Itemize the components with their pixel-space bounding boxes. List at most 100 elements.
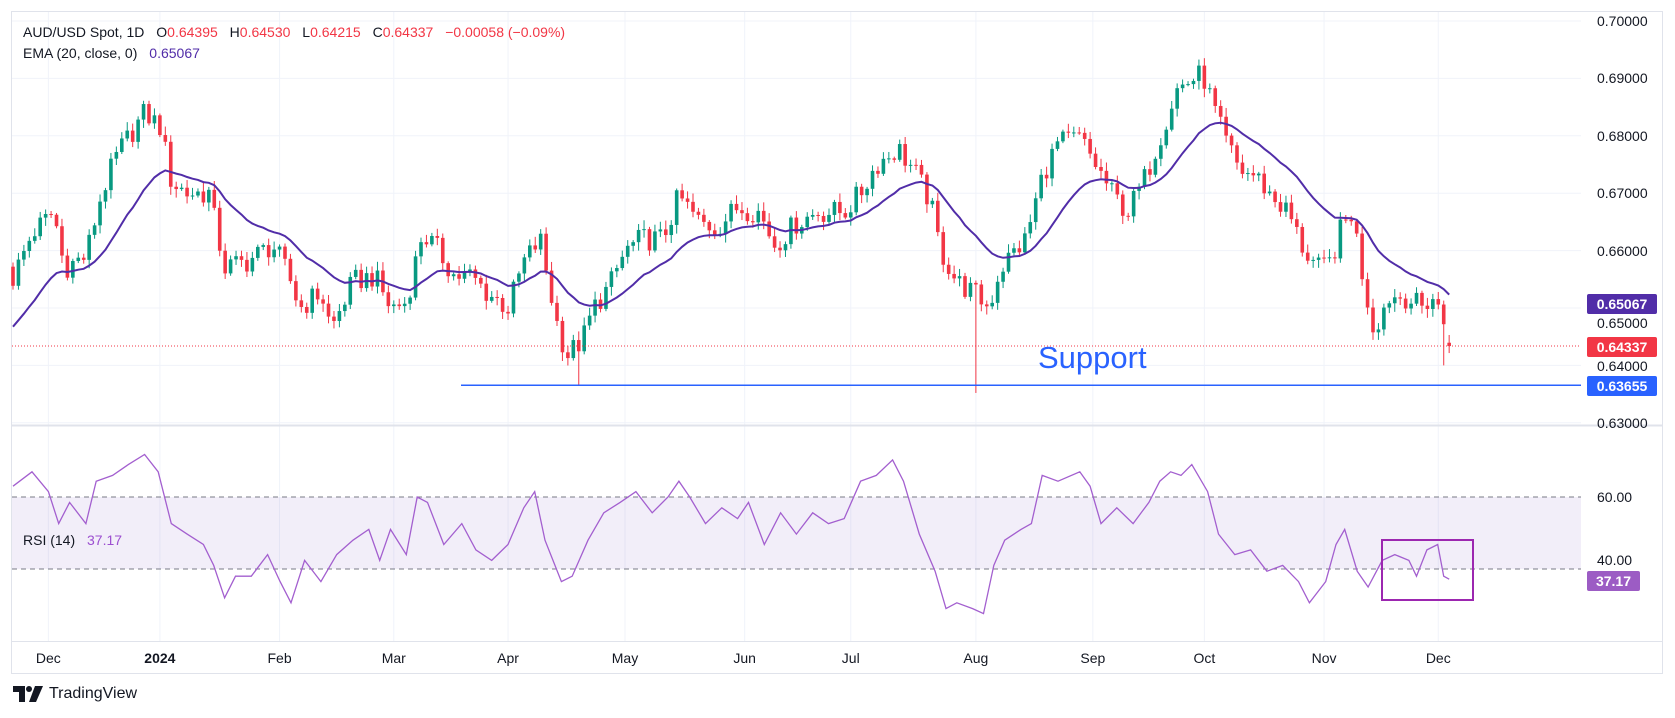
- candle-body: [326, 303, 331, 317]
- candle: [408, 295, 412, 310]
- candle-body: [223, 250, 227, 274]
- rsi-highlight-box[interactable]: [1381, 539, 1474, 601]
- candle-body: [854, 186, 858, 213]
- candle-body: [424, 242, 429, 245]
- candle-body: [332, 316, 336, 322]
- candle-body: [620, 256, 625, 269]
- candle-body: [1322, 257, 1326, 259]
- candle-body: [1436, 299, 1441, 305]
- candle-body: [288, 258, 293, 282]
- candle: [984, 300, 989, 315]
- candle: [674, 188, 679, 234]
- candle: [1376, 323, 1381, 340]
- candle-body: [348, 276, 353, 305]
- candle-body: [1072, 132, 1076, 134]
- price-axis-label: 0.63000: [1597, 414, 1648, 431]
- candle: [147, 100, 151, 126]
- candle-body: [1191, 80, 1196, 85]
- candle-body: [1284, 202, 1288, 212]
- candle-body: [691, 201, 695, 212]
- ema-label[interactable]: EMA (20, close, 0): [23, 45, 138, 61]
- candle: [604, 281, 608, 312]
- rsi-label[interactable]: RSI (14): [23, 532, 76, 548]
- candle: [533, 236, 538, 253]
- candle-body: [1202, 65, 1207, 89]
- candle-body: [615, 268, 619, 272]
- candle: [979, 279, 984, 312]
- candle: [430, 232, 434, 247]
- candle: [1229, 133, 1234, 153]
- tradingview-logo[interactable]: TradingView: [13, 685, 137, 703]
- candle-body: [887, 158, 891, 160]
- time-axis-label: Mar: [381, 650, 406, 666]
- candle: [484, 274, 489, 310]
- candle-body: [462, 271, 467, 279]
- candle-body: [631, 242, 635, 246]
- time-axis-label: Feb: [267, 650, 292, 666]
- candle: [201, 182, 206, 207]
- candle: [370, 266, 374, 291]
- candle: [854, 181, 858, 216]
- low-value: 0.64215: [310, 24, 361, 40]
- candle: [1099, 158, 1103, 179]
- candle-body: [658, 229, 663, 232]
- candle-body: [212, 189, 217, 208]
- candle-body: [261, 245, 266, 247]
- brand-name: TradingView: [49, 685, 138, 702]
- candle-body: [419, 242, 423, 257]
- candle-body: [1050, 148, 1054, 179]
- candle-body: [1006, 252, 1011, 272]
- candle: [228, 255, 233, 276]
- candle: [315, 282, 320, 305]
- candle: [1218, 100, 1223, 125]
- candle: [288, 253, 293, 284]
- candle-body: [375, 270, 380, 287]
- candle: [43, 209, 48, 226]
- candle: [772, 228, 777, 253]
- candle-body: [974, 282, 978, 285]
- candle: [892, 156, 897, 163]
- candle: [712, 223, 717, 240]
- candle: [1066, 123, 1071, 139]
- rsi-value-badge: 37.17: [1587, 571, 1640, 591]
- candle-body: [609, 271, 614, 287]
- candle-body: [245, 259, 249, 272]
- candle: [462, 263, 467, 284]
- candle-body: [919, 164, 924, 175]
- candle-body: [946, 264, 951, 274]
- candle: [919, 159, 924, 178]
- candle: [1267, 185, 1272, 196]
- candle: [914, 158, 918, 171]
- change-value: −0.00058 (−0.09%): [445, 24, 566, 40]
- candle-body: [1316, 257, 1321, 260]
- rsi-axis-label: 60.00: [1597, 489, 1633, 505]
- candle-body: [745, 213, 750, 222]
- candle-body: [489, 296, 494, 301]
- symbol-title[interactable]: AUD/USD Spot, 1D: [23, 24, 145, 40]
- candle: [1033, 192, 1038, 230]
- support-annotation[interactable]: Support: [1038, 340, 1147, 375]
- candle-body: [881, 158, 886, 174]
- candle: [1382, 303, 1386, 336]
- candle-body: [1142, 169, 1147, 187]
- candle-body: [1256, 173, 1261, 176]
- rsi-line: [12, 453, 1450, 615]
- candle: [353, 264, 358, 280]
- candle-body: [767, 221, 771, 237]
- candle: [745, 207, 750, 225]
- candle: [566, 345, 570, 366]
- candle-body: [98, 201, 102, 226]
- candle-body: [1082, 132, 1087, 139]
- candle-body: [299, 300, 304, 307]
- candle: [152, 108, 157, 129]
- candle: [1077, 126, 1082, 135]
- rsi-value: 37.17: [87, 532, 123, 548]
- candle-body: [1240, 162, 1245, 174]
- candle-body: [593, 299, 597, 316]
- candle-body: [234, 256, 238, 260]
- candle: [1202, 58, 1207, 98]
- candle: [729, 200, 733, 229]
- time-axis-label: May: [611, 650, 639, 666]
- candle-body: [321, 299, 325, 304]
